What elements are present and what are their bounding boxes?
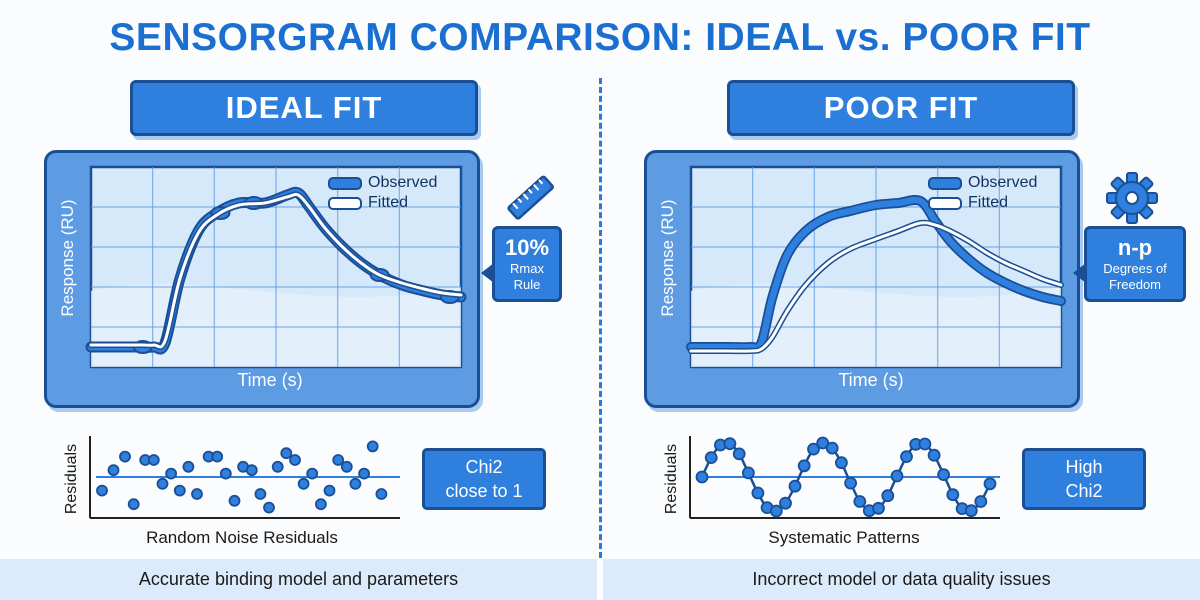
residual-point	[807, 442, 820, 456]
residual-point	[271, 460, 284, 473]
main-title: SENSORGRAM COMPARISON: IDEAL vs. POOR FI…	[109, 16, 1091, 59]
residual-point	[872, 501, 885, 515]
residual-point	[366, 440, 379, 453]
ideal-legend-observed: Observed	[328, 174, 437, 192]
poor-x-axis-label: Time (s)	[838, 370, 904, 390]
residual-point	[219, 467, 232, 480]
residual-point	[211, 450, 224, 463]
observed-series-line	[687, 196, 1065, 352]
residual-point	[306, 467, 319, 480]
chi2-close-to-1-box: Chi2 close to 1	[422, 448, 546, 510]
residual-point	[788, 479, 802, 493]
residual-point	[349, 477, 362, 490]
ideal-legend-fitted: Fitted	[328, 194, 408, 212]
residual-point	[816, 436, 830, 450]
poor-legend-fitted: Fitted	[928, 194, 1008, 212]
residual-point	[723, 437, 737, 451]
callout-value: 10%	[504, 235, 550, 260]
residual-point	[323, 484, 336, 497]
residual-point	[918, 437, 932, 451]
residual-point	[289, 454, 301, 466]
residual-point	[156, 477, 169, 490]
residual-point	[119, 450, 131, 463]
residual-point	[263, 501, 275, 514]
poor-footer: Incorrect model or data quality issues	[603, 559, 1200, 600]
residual-point	[704, 451, 718, 465]
high-chi2-box: High Chi2	[1022, 448, 1146, 510]
residual-point	[332, 454, 345, 466]
residual-point	[96, 484, 108, 497]
residual-point	[245, 464, 258, 477]
residual-point	[853, 495, 867, 508]
fitted-series-line	[689, 221, 1063, 353]
residual-point	[340, 460, 353, 473]
residual-point	[280, 447, 293, 460]
residual-point	[983, 477, 997, 491]
degrees-of-freedom-callout: n-p Degrees of Freedom	[1073, 226, 1186, 302]
residual-point	[107, 464, 120, 477]
ideal-residuals-plot	[89, 436, 400, 519]
poor-chart-frame	[644, 150, 1080, 408]
ideal-x-axis-label: Time (s)	[237, 370, 303, 390]
residual-point	[900, 450, 913, 464]
residual-point	[732, 447, 746, 461]
residual-point	[974, 495, 988, 508]
residual-point	[937, 468, 951, 481]
residual-point	[742, 466, 755, 480]
callout-line2: Freedom	[1108, 277, 1162, 292]
ideal-footer: Accurate binding model and parameters	[0, 559, 597, 600]
poor-legend-observed: Observed	[928, 174, 1037, 192]
residual-point	[769, 504, 783, 518]
residual-point	[165, 467, 177, 480]
ideal-chart-frame	[44, 150, 480, 408]
poor-sensorgram-plot	[686, 165, 1066, 369]
poor-residuals-caption: Systematic Patterns	[768, 528, 920, 547]
ideal-sensorgram-plot	[85, 165, 467, 369]
callout-line1: Rmax	[510, 261, 544, 276]
ideal-residuals-caption: Random Noise Residuals	[146, 528, 338, 547]
residual-point	[890, 469, 904, 483]
stat-line1: High	[1065, 457, 1103, 477]
residual-point	[964, 504, 978, 518]
residual-point	[358, 467, 371, 480]
poor-fit-header: POOR FIT	[727, 80, 1075, 136]
stat-line2: Chi2	[1065, 481, 1103, 501]
residual-point	[314, 498, 327, 511]
callout-value: n-p	[1117, 235, 1153, 260]
residual-point	[254, 488, 267, 500]
residual-point	[375, 488, 388, 500]
residual-point	[173, 484, 186, 497]
rmax-rule-callout: 10% Rmax Rule	[481, 226, 562, 302]
residual-point	[297, 477, 310, 490]
callout-line1: Degrees of	[1103, 261, 1167, 276]
residual-point	[779, 496, 792, 510]
residual-point	[147, 454, 160, 466]
poor-residuals-plot	[689, 436, 1000, 519]
gear-icon	[1106, 172, 1158, 224]
residual-point	[834, 456, 848, 470]
residual-point	[946, 488, 960, 502]
stat-line2: close to 1	[445, 481, 523, 501]
residual-point	[825, 441, 839, 455]
residual-point	[191, 488, 203, 500]
fitted-series-line	[89, 192, 463, 349]
residual-point	[844, 476, 858, 490]
residual-point	[127, 498, 140, 511]
callout-line2: Rule	[513, 277, 541, 292]
residual-point	[182, 460, 195, 473]
ideal-fit-header: IDEAL FIT	[130, 80, 478, 136]
residual-point	[881, 489, 895, 503]
residual-point	[228, 494, 241, 507]
residual-point	[927, 448, 941, 462]
residual-point	[695, 470, 709, 484]
residual-point	[751, 486, 765, 500]
residual-point	[797, 459, 811, 473]
stat-line1: Chi2	[465, 457, 503, 477]
ruler-icon	[507, 175, 554, 220]
center-divider	[599, 78, 602, 558]
